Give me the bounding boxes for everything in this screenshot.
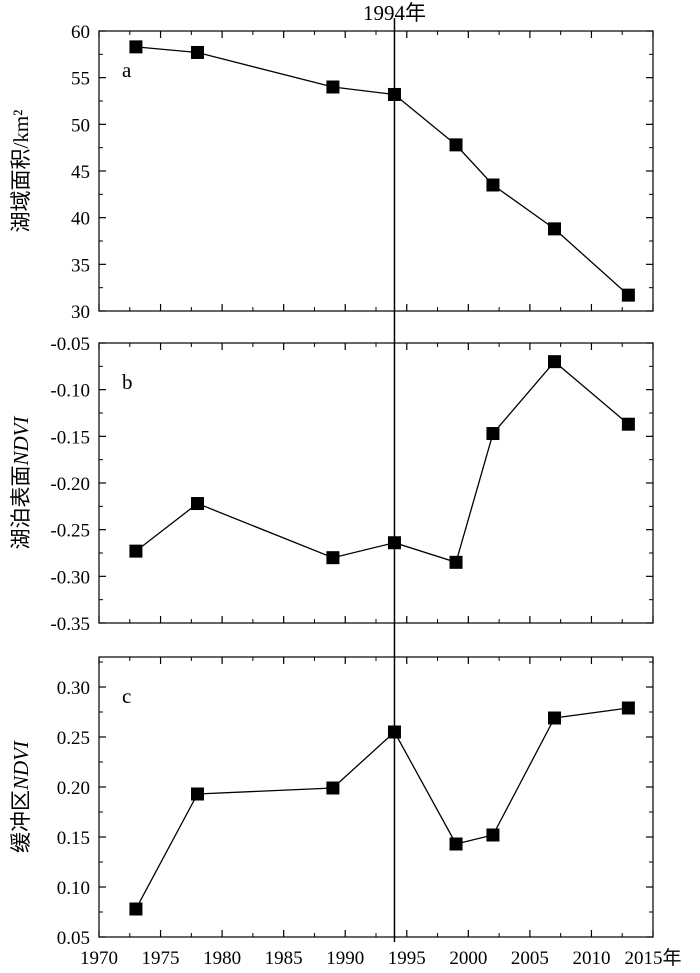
x-tick-label: 2015年 [624,947,681,969]
y-tick-label: 30 [71,302,90,323]
plot-frame [98,656,654,938]
series-line [135,707,629,910]
data-point [486,427,500,441]
x-tick-label: 2005 [511,948,549,969]
data-point [129,544,143,558]
y-tick-label: 0.05 [57,928,90,949]
panel-letter: c [122,684,131,708]
data-point [326,80,340,94]
reference-line-group: 1994年 [363,1,426,942]
plot-frame [98,30,654,312]
plot-frame [98,342,654,624]
y-tick-label: -0.15 [50,427,90,448]
y-axis-title: 缓冲区NDVI [9,740,33,853]
series-line [135,360,629,564]
data-point [326,781,340,795]
data-point [621,701,635,715]
data-point [486,178,500,192]
x-axis: 1970 1975 1980 1985 1990 1995 2000 2005 2010 2015… [80,947,682,969]
y-tick-label: 60 [71,22,90,43]
x-tick-label: 1970 [80,948,118,969]
x-tick-label: 1995 [388,948,426,969]
series-line [135,46,629,296]
y-axis-title-italic: NDVI [9,740,33,791]
y-tick-label: 0.25 [57,728,90,749]
data-point [621,417,635,431]
x-tick-label: 1985 [265,948,303,969]
data-point [190,45,204,59]
data-point [486,828,500,842]
y-tick-label: -0.25 [50,521,90,542]
data-point [621,288,635,302]
data-point [548,355,562,369]
data-point [326,551,340,565]
y-tick-label: -0.30 [50,567,90,588]
y-axis-title: 湖泊表面NDVI [9,416,33,550]
data-point [190,497,204,511]
y-tick-label: 0.20 [57,778,90,799]
panel-a: 30 35 40 45 50 55 60 a 湖域面积/km² [9,22,654,323]
data-point [449,837,463,851]
y-tick-label: 40 [71,209,90,230]
y-axis-title: 湖域面积/km² [9,110,33,233]
panel-letter: b [122,370,133,394]
x-tick-label: 1990 [326,948,364,969]
y-tick-label: 55 [71,69,90,90]
panel-letter: a [122,58,132,82]
y-tick-label: 0.30 [57,678,90,699]
data-point [548,711,562,725]
y-axis-title-text: 缓冲区 [9,790,33,853]
x-tick-label: 1980 [203,948,241,969]
data-point [129,902,143,916]
y-tick-label: 0.10 [57,878,90,899]
x-tick-label: 1975 [142,948,180,969]
x-tick-label: 2000 [449,948,487,969]
data-point [449,138,463,152]
y-tick-label: -0.20 [50,474,90,495]
x-tick-label: 2010 [572,948,610,969]
data-point [548,222,562,236]
data-point [190,787,204,801]
reference-line-label: 1994年 [363,1,426,25]
data-point [129,40,143,54]
y-axis-title-italic: NDVI [9,416,33,467]
chart-panels: 30354045505560a湖域面积/km²-0.35-0.30-0.25-0… [9,22,654,949]
y-tick-label: 50 [71,115,90,136]
y-axis-title-text: 湖泊表面 [9,466,33,550]
y-tick-label: 45 [71,162,90,183]
y-tick-label: -0.35 [50,614,90,635]
y-tick-label: -0.10 [50,381,90,402]
panel-b: -0.35 -0.30 -0.25 -0.20 -0.15 -0.10 -0.05 b 湖泊表面… [9,334,654,635]
y-tick-label: 35 [71,255,90,276]
y-tick-label: -0.05 [50,334,90,355]
y-tick-label: 0.15 [57,828,90,849]
panel-c: 0.05 0.10 0.15 0.20 0.25 0.30 c 缓冲区NDVI [9,656,654,949]
data-point [449,555,463,569]
